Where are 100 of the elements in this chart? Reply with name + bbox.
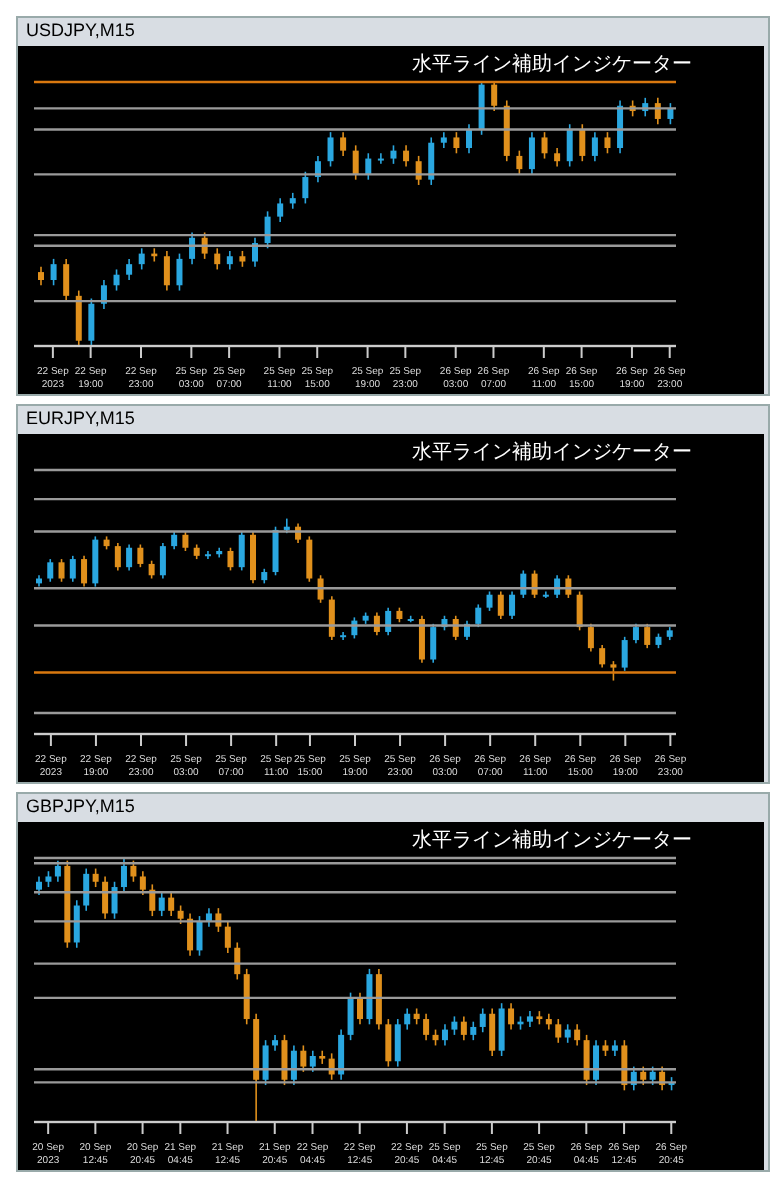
candlestick — [486, 590, 493, 612]
candlestick — [338, 1028, 345, 1081]
candlestick — [250, 530, 256, 585]
candlestick — [470, 1020, 477, 1041]
candlestick — [159, 542, 166, 580]
candlestick — [593, 1039, 600, 1086]
candlestick — [182, 530, 189, 552]
candlestick — [214, 247, 221, 271]
candlestick — [403, 144, 410, 168]
candlestick — [226, 250, 233, 271]
candlestick — [390, 144, 397, 165]
candlestick — [281, 1034, 288, 1086]
candlestick — [100, 279, 107, 310]
candlestick — [113, 268, 120, 292]
candlestick — [340, 631, 347, 641]
candlestick — [63, 258, 70, 302]
candlestick — [541, 131, 548, 160]
candlestick — [460, 1015, 467, 1041]
candlestick — [238, 530, 245, 572]
candlestick — [176, 252, 183, 292]
candlestick — [54, 859, 61, 883]
candlestick — [81, 555, 88, 588]
candlestick — [306, 535, 313, 583]
candlestick — [290, 1044, 297, 1086]
text: 水平ライン補助インジケーター — [408, 826, 696, 854]
candlestick — [520, 569, 527, 599]
candlestick — [564, 1023, 571, 1044]
chart-title: USDJPY,M15 — [24, 18, 137, 44]
candlestick — [366, 968, 373, 1026]
candlestick — [640, 1065, 647, 1086]
candlestick — [404, 1007, 411, 1031]
candlestick — [479, 1007, 486, 1034]
candlestick — [92, 867, 99, 888]
candlestick — [126, 258, 133, 281]
candlestick — [453, 131, 460, 155]
candlestick — [177, 904, 184, 925]
candlestick — [277, 197, 284, 223]
candlestick — [38, 266, 44, 287]
candlestick — [466, 123, 472, 155]
candlestick — [204, 550, 211, 560]
candlestick — [528, 131, 535, 176]
candlestick — [508, 1002, 515, 1031]
candlestick — [418, 614, 425, 664]
candlestick — [327, 131, 334, 168]
candlestick — [516, 149, 523, 176]
candlestick — [542, 590, 549, 599]
candlestick — [357, 991, 363, 1026]
candlestick — [340, 131, 347, 157]
candlestick — [610, 660, 617, 682]
candlestick — [302, 170, 309, 205]
candlestick — [158, 891, 165, 917]
candlestick — [262, 1039, 269, 1086]
candlestick — [352, 144, 359, 181]
chart-title: EURJPY,M15 — [24, 406, 137, 432]
candlestick — [583, 1034, 590, 1086]
candlestick — [58, 558, 65, 583]
candlestick — [497, 590, 504, 620]
candlestick — [509, 590, 516, 620]
candlestick — [555, 1018, 562, 1044]
candlestick — [576, 590, 583, 632]
text: 水平ライン補助インジケーター — [408, 50, 696, 78]
candlestick — [130, 859, 137, 883]
candlestick — [317, 574, 324, 604]
candlestick — [428, 136, 435, 186]
candlestick — [50, 258, 57, 287]
candlestick — [168, 891, 175, 917]
candlestick — [69, 555, 76, 583]
candlestick — [574, 1023, 581, 1047]
candlestick — [377, 152, 384, 165]
candlestick — [272, 525, 279, 577]
candlestick — [114, 542, 121, 572]
candlestick — [604, 131, 611, 155]
candlestick — [36, 875, 42, 896]
candlestick — [599, 644, 606, 669]
candlestick — [243, 968, 250, 1026]
candlestick — [489, 1007, 496, 1057]
candlestick — [227, 546, 234, 572]
candlestick — [621, 636, 628, 672]
chart-title: GBPJPY,M15 — [24, 794, 137, 820]
candlestick — [47, 558, 54, 583]
candlestick — [75, 289, 82, 347]
candlestick — [163, 250, 170, 292]
candlestick — [566, 123, 573, 168]
candlestick — [579, 123, 586, 162]
text: 水平ライン補助インジケーター — [408, 438, 696, 466]
candlestick — [120, 857, 127, 894]
candlestick — [451, 1015, 458, 1036]
candlestick — [196, 915, 203, 957]
candlestick — [385, 1018, 392, 1068]
candlestick — [224, 920, 231, 954]
candlestick — [591, 131, 598, 162]
candlestick — [309, 1049, 316, 1073]
candlestick — [441, 1023, 448, 1047]
candlestick — [491, 81, 498, 112]
candlestick — [531, 569, 538, 599]
candlestick — [347, 991, 354, 1041]
candlestick — [126, 543, 133, 572]
candlestick — [423, 1012, 430, 1041]
candlestick — [328, 595, 335, 641]
candlestick — [92, 535, 99, 588]
